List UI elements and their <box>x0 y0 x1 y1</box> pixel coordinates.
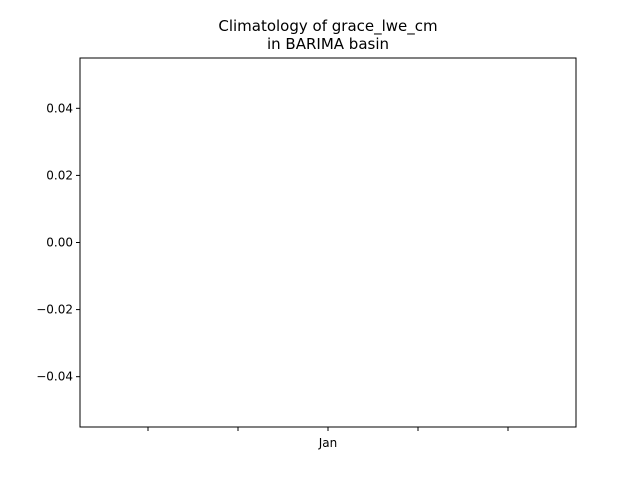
chart-title-line-2: in BARIMA basin <box>267 35 389 53</box>
chart-title-line-1: Climatology of grace_lwe_cm <box>218 17 437 36</box>
y-axis: 0.04 0.02 0.00 −0.02 −0.04 <box>36 101 80 384</box>
chart-title: Climatology of grace_lwe_cm in BARIMA ba… <box>218 17 437 53</box>
plot-area <box>79 57 577 428</box>
y-tick-label: 0.04 <box>46 101 73 115</box>
x-axis: Jan <box>147 427 509 450</box>
y-tick-label: −0.02 <box>36 303 73 317</box>
y-tick-label: −0.04 <box>36 370 73 384</box>
y-tick-label: 0.02 <box>46 168 73 182</box>
y-tick-label: 0.00 <box>46 236 73 250</box>
x-tick-label: Jan <box>318 436 338 450</box>
